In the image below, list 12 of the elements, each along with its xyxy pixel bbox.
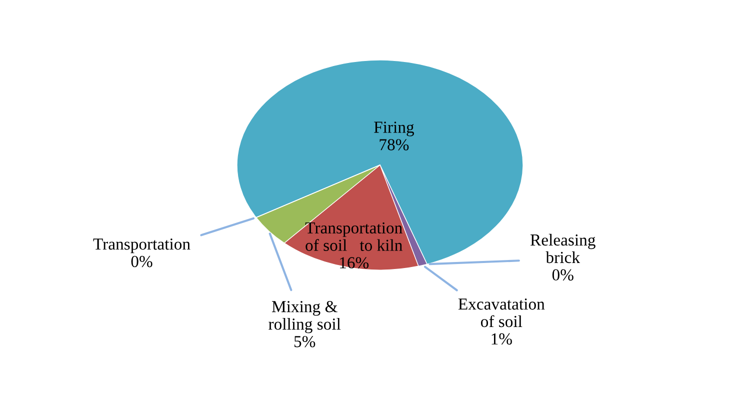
- slice-label: Mixing & rolling soil: [268, 301, 341, 334]
- category-label: Transportation: [93, 238, 190, 254]
- text: 0%: [552, 269, 574, 281]
- data-label: 16%: [340, 257, 369, 268]
- data-label: 1%: [492, 333, 512, 345]
- slice-label: Firing: [374, 122, 414, 136]
- data-label: 78%: [380, 139, 409, 150]
- data-label: 5%: [294, 336, 316, 348]
- slice-label: Transportation of soil to kiln: [305, 222, 402, 251]
- slice-label: Excavatation of soil: [458, 298, 545, 328]
- category-label: Releasing brick: [530, 234, 596, 264]
- text: 0%: [131, 256, 152, 268]
